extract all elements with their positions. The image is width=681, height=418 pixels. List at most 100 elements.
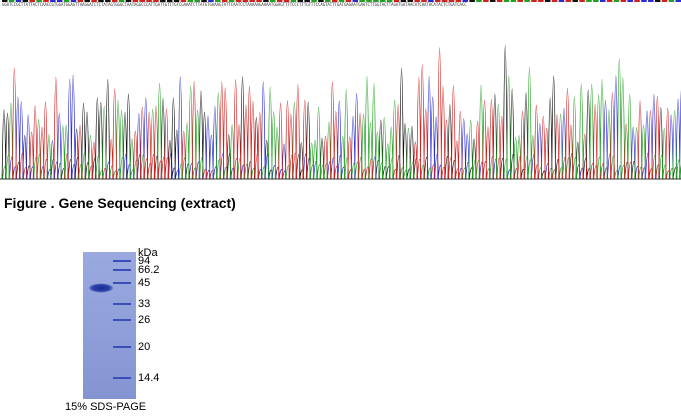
base-tick [111, 0, 118, 2]
marker-label-66: 66.2 [138, 264, 160, 276]
base-tick [455, 0, 462, 2]
ladder-band [113, 260, 131, 262]
base-call-ticks [2, 0, 681, 2]
base-tick [215, 0, 221, 2]
base-tick [483, 0, 489, 2]
base-tick [414, 0, 420, 2]
base-tick [118, 0, 125, 2]
base-tick [586, 0, 592, 2]
base-tick [153, 0, 159, 2]
base-tick [503, 0, 510, 2]
base-tick [524, 0, 530, 2]
base-tick [565, 0, 572, 2]
base-tick [173, 0, 180, 2]
base-tick [551, 0, 558, 2]
trace-a [2, 58, 681, 180]
unit-label: kDa [138, 247, 158, 259]
figure-caption: Figure . Gene Sequencing (extract) [4, 195, 236, 211]
sequencing-chromatogram [0, 45, 681, 180]
sequence-text: GGATCCGCTTATTACTCAACCGTGGATGGAGTTAAGGATC… [2, 2, 467, 7]
base-tick [407, 0, 414, 2]
base-tick [43, 0, 49, 2]
base-tick [270, 0, 276, 2]
ladder-band [113, 303, 131, 305]
ladder-band [113, 346, 131, 348]
base-tick [544, 0, 551, 2]
trace-g [1, 45, 678, 180]
chromatogram-traces [1, 45, 681, 180]
base-tick [242, 0, 249, 2]
base-tick [91, 0, 97, 2]
base-tick [125, 0, 132, 2]
base-tick [263, 0, 269, 2]
base-tick [15, 0, 22, 2]
marker-label-20: 20 [138, 341, 151, 353]
base-tick [469, 0, 475, 2]
ladder-band [113, 377, 131, 379]
base-tick [380, 0, 386, 2]
base-tick [235, 0, 242, 2]
base-tick [421, 0, 427, 2]
base-tick [489, 0, 496, 2]
base-tick [36, 0, 42, 2]
base-tick [448, 0, 455, 2]
base-tick [228, 0, 235, 2]
trace-t [12, 47, 671, 180]
base-tick [366, 0, 372, 2]
base-tick [393, 0, 400, 2]
marker-label-45: 45 [138, 277, 151, 289]
base-tick [648, 0, 654, 2]
base-tick [290, 0, 297, 2]
base-tick [304, 0, 310, 2]
base-tick [428, 0, 434, 2]
base-tick [441, 0, 448, 2]
base-tick [373, 0, 379, 2]
base-tick [70, 0, 77, 2]
protein-band [89, 283, 113, 293]
base-tick [510, 0, 517, 2]
base-tick [359, 0, 365, 2]
base-tick [56, 0, 63, 2]
base-tick [675, 0, 681, 2]
base-tick [256, 0, 262, 2]
base-tick [579, 0, 585, 2]
base-tick [2, 0, 8, 2]
base-tick [63, 0, 70, 2]
base-tick [538, 0, 544, 2]
trace-c [8, 75, 681, 180]
base-tick [654, 0, 661, 2]
base-tick [166, 0, 173, 2]
gel-image [83, 252, 136, 399]
base-tick [187, 0, 194, 2]
base-tick [517, 0, 523, 2]
base-tick [634, 0, 640, 2]
base-tick [620, 0, 627, 2]
gel-caption: 15% SDS-PAGE [65, 401, 147, 413]
sequence-strip: GGATCCGCTTATTACTCAACCGTGGATGGAGTTAAGGATC… [0, 0, 681, 12]
base-tick [345, 0, 352, 2]
base-tick [98, 0, 104, 2]
base-tick [194, 0, 200, 2]
base-tick [180, 0, 187, 2]
marker-ladder [113, 260, 131, 379]
base-tick [208, 0, 214, 2]
base-tick [593, 0, 599, 2]
base-tick [476, 0, 482, 2]
base-tick [160, 0, 166, 2]
marker-label-33: 33 [138, 298, 151, 310]
marker-label-26: 26 [138, 314, 151, 326]
base-tick [641, 0, 647, 2]
base-tick [29, 0, 35, 2]
base-tick [668, 0, 675, 2]
base-tick [318, 0, 324, 2]
base-tick [386, 0, 393, 2]
base-tick [325, 0, 331, 2]
base-tick [22, 0, 29, 2]
base-tick [599, 0, 606, 2]
sds-page-gel-figure: kDa 94 66.2 45 33 26 20 14.4 15% SDS-PAG… [0, 240, 681, 418]
base-tick [139, 0, 145, 2]
base-tick [201, 0, 207, 2]
base-tick [606, 0, 613, 2]
base-tick [276, 0, 283, 2]
base-tick [297, 0, 304, 2]
